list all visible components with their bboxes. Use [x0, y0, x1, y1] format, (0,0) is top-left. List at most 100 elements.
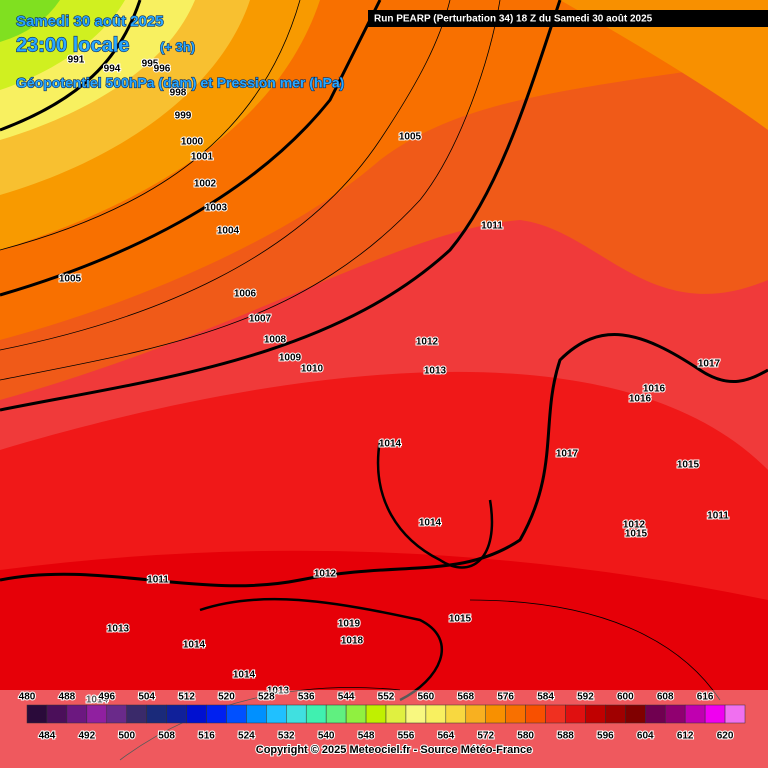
- isobar-label: 1014: [183, 640, 206, 651]
- legend-swatch: [625, 704, 646, 724]
- legend-swatch: [146, 704, 167, 724]
- isobar-label: 1014: [86, 695, 109, 706]
- legend-swatch: [545, 704, 566, 724]
- isobar-label: 1004: [217, 226, 240, 237]
- isobar-label: 1005: [59, 274, 82, 285]
- legend-label: 576: [497, 692, 514, 703]
- legend-swatch: [286, 704, 307, 724]
- isobar-label: 1016: [629, 394, 652, 405]
- time: 23:00 locale: [16, 34, 129, 56]
- field-title: Géopotentiel 500hPa (dam) et Pression me…: [16, 75, 344, 91]
- legend-swatch: [465, 704, 486, 724]
- legend-swatch: [26, 704, 48, 724]
- copyright: Copyright © 2025 Meteociel.fr - Source M…: [256, 744, 532, 756]
- legend-label: 552: [378, 692, 395, 703]
- legend-swatch: [66, 704, 88, 724]
- isobar-label: 1007: [249, 314, 272, 325]
- isobar-label: 1018: [341, 636, 364, 647]
- legend-swatch: [565, 704, 586, 724]
- legend-label: 540: [318, 731, 335, 742]
- legend-label: 536: [298, 692, 315, 703]
- isobar-label: 1005: [399, 132, 422, 143]
- legend-swatch: [305, 704, 327, 724]
- legend-swatch: [106, 704, 127, 724]
- isobar-label: 1015: [449, 614, 472, 625]
- legend-label: 616: [697, 692, 714, 703]
- legend-label: 556: [398, 731, 415, 742]
- isobar-label: 1012: [416, 337, 439, 348]
- legend-label: 488: [59, 692, 76, 703]
- legend-swatch: [664, 704, 686, 724]
- isobar-label: 1011: [147, 575, 169, 586]
- legend: 480 484 488 492 496 500 504 508 512 516 520 524 528 5…: [18, 691, 746, 743]
- legend-swatch: [405, 704, 427, 724]
- isobar-label: 1014: [233, 670, 256, 681]
- run-title: Run PEARP (Perturbation 34) 18 Z du Same…: [374, 14, 653, 25]
- isobar-label: 1001: [191, 152, 214, 163]
- legend-swatch: [525, 704, 546, 724]
- legend-swatch: [585, 704, 606, 724]
- isobar-label: 1000: [181, 137, 204, 148]
- legend-label: 500: [118, 731, 135, 742]
- isobar-label: 999: [175, 111, 192, 122]
- isobar-label: 1009: [279, 353, 302, 364]
- isobar-label: 1015: [677, 460, 700, 471]
- isobar-label: 991: [68, 55, 85, 66]
- legend-label: 592: [577, 692, 594, 703]
- legend-swatch: [186, 704, 207, 724]
- run-banner: [368, 10, 768, 27]
- legend-label: 600: [617, 692, 634, 703]
- isobar-label: 1002: [194, 179, 217, 190]
- legend-label: 528: [258, 692, 275, 703]
- legend-label: 512: [178, 692, 195, 703]
- legend-label: 532: [278, 731, 295, 742]
- isobar-label: 1008: [264, 335, 287, 346]
- lead-time: (+ 3h): [160, 39, 195, 54]
- isobar-label: 998: [170, 88, 187, 99]
- isobar-label: 994: [104, 64, 121, 75]
- isobar-label: 1016: [643, 384, 666, 395]
- legend-label: 484: [39, 731, 56, 742]
- legend-swatch: [126, 704, 147, 724]
- legend-swatch: [206, 704, 227, 724]
- legend-label: 568: [457, 692, 474, 703]
- legend-label: 520: [218, 692, 235, 703]
- isobar-label: 1013: [107, 624, 130, 635]
- legend-swatch: [226, 704, 247, 724]
- legend-label: 492: [78, 731, 95, 742]
- legend-label: 564: [437, 731, 454, 742]
- legend-swatch: [505, 704, 526, 724]
- isobar-label: 1017: [556, 449, 579, 460]
- isobar-label: 1006: [234, 289, 257, 300]
- legend-label: 596: [597, 731, 614, 742]
- legend-label: 608: [657, 692, 674, 703]
- legend-swatch: [46, 704, 68, 724]
- legend-swatch: [724, 704, 746, 724]
- isobar-label: 1013: [267, 686, 290, 697]
- isobar-label: 1017: [698, 359, 721, 370]
- isobar-label: 1019: [338, 619, 361, 630]
- date: Samedi 30 août 2025: [16, 13, 164, 30]
- legend-label: 496: [98, 692, 115, 703]
- legend-label: 572: [477, 731, 494, 742]
- legend-swatch: [645, 704, 666, 724]
- legend-swatch: [485, 704, 506, 724]
- legend-swatch: [684, 704, 706, 724]
- legend-swatch: [365, 704, 387, 724]
- legend-bg: [0, 690, 768, 768]
- legend-label: 480: [19, 692, 36, 703]
- legend-label: 604: [637, 731, 654, 742]
- isobar-label: 995: [142, 59, 159, 70]
- isobar-label: 1015: [625, 529, 648, 540]
- legend-label: 524: [238, 731, 255, 742]
- isobar-label: 1011: [707, 511, 729, 522]
- legend-label: 548: [358, 731, 375, 742]
- isobar-label: 1012: [623, 520, 646, 531]
- legend-swatch: [704, 704, 726, 724]
- legend-label: 612: [677, 731, 694, 742]
- legend-swatch: [605, 704, 626, 724]
- isobar-label: 1014: [419, 518, 442, 529]
